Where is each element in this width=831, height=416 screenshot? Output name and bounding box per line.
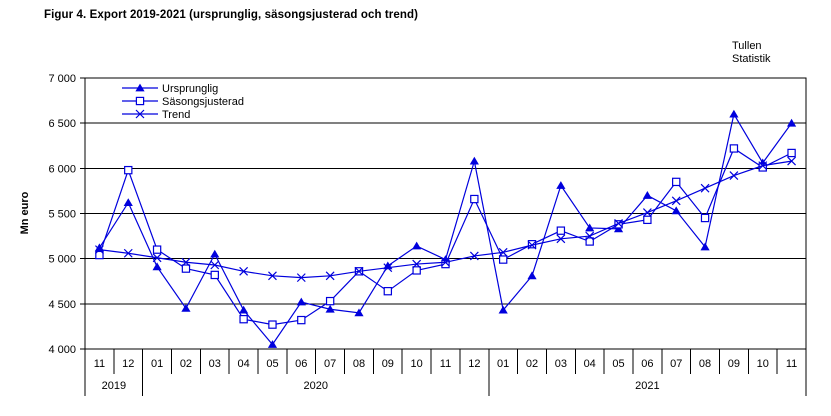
figure-title: Figur 4. Export 2019-2021 (ursprunglig, … — [44, 9, 419, 21]
month-label: 11 — [786, 358, 797, 370]
y-tick-label: 5 000 — [48, 254, 76, 266]
month-label: 04 — [237, 358, 249, 370]
y-tick-label: 4 500 — [48, 299, 76, 311]
month-label: 01 — [151, 358, 163, 370]
y-axis: 4 000 4 500 5 000 5 500 6 000 6 500 7 000 — [48, 73, 807, 356]
y-tick-label: 7 000 — [48, 73, 76, 85]
month-label: 11 — [94, 358, 105, 370]
series-s-songsjusterad — [95, 144, 796, 329]
source-label: Tullen Statistik — [732, 40, 771, 65]
month-label: 01 — [497, 358, 509, 370]
month-label: 05 — [612, 358, 624, 370]
month-label: 06 — [295, 358, 307, 370]
year-label: 2019 — [102, 380, 126, 392]
legend-item-triangle: Ursprunglig — [122, 83, 218, 95]
month-label: 05 — [266, 358, 278, 370]
month-label: 09 — [728, 358, 740, 370]
month-label: 12 — [122, 358, 134, 370]
series-ursprunglig — [94, 109, 797, 348]
legend-label: Trend — [162, 109, 190, 121]
legend-label: Ursprunglig — [162, 83, 218, 95]
year-label: 2020 — [303, 380, 327, 392]
month-label: 10 — [411, 358, 423, 370]
month-label: 03 — [209, 358, 221, 370]
y-tick-label: 4 000 — [48, 344, 76, 356]
legend-label: Säsongsjusterad — [162, 96, 244, 108]
legend-item-x: Trend — [122, 109, 190, 121]
y-tick-label: 6 500 — [48, 118, 76, 130]
month-label: 10 — [757, 358, 769, 370]
month-label: 09 — [382, 358, 394, 370]
month-label: 08 — [699, 358, 711, 370]
month-label: 07 — [670, 358, 682, 370]
y-tick-label: 6 000 — [48, 163, 76, 175]
month-label: 06 — [641, 358, 653, 370]
month-label: 03 — [555, 358, 567, 370]
month-label: 02 — [180, 358, 192, 370]
month-label: 07 — [324, 358, 336, 370]
series-trend — [94, 156, 797, 283]
month-label: 08 — [353, 358, 365, 370]
y-tick-label: 5 500 — [48, 209, 76, 221]
month-label: 12 — [468, 358, 480, 370]
x-axis: 11 12 01 02 03 04 05 06 07 08 09 10 11 12 01 02 03 04 05 06… — [84, 349, 807, 396]
year-label: 2021 — [635, 380, 659, 392]
legend-item-square: Säsongsjusterad — [122, 96, 244, 108]
month-label: 04 — [584, 358, 596, 370]
month-label: 02 — [526, 358, 538, 370]
month-label: 11 — [440, 358, 451, 370]
